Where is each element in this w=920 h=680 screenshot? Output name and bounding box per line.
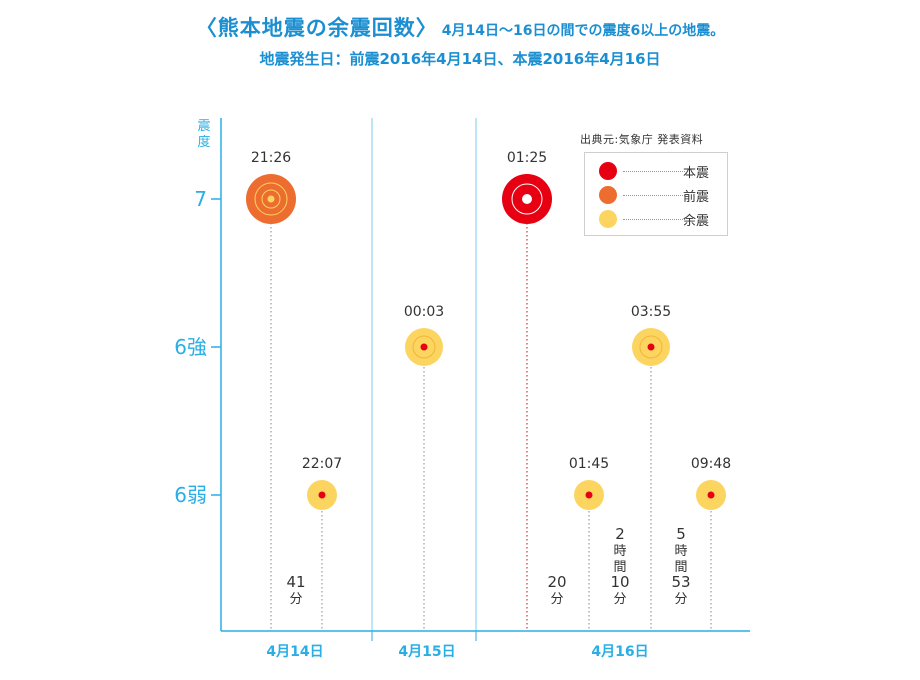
interval-label: 2 xyxy=(615,525,625,543)
legend-leader xyxy=(623,219,685,220)
event-time-label: 00:03 xyxy=(404,304,444,320)
interval-label: 間 xyxy=(613,560,626,575)
event-marker-center xyxy=(267,195,275,203)
legend-label: 本震 xyxy=(682,166,709,181)
event-marker-ring xyxy=(511,183,543,215)
legend-item-main-shock: 本震 xyxy=(599,160,723,181)
interval-label: 5 xyxy=(676,525,686,543)
interval-label: 分 xyxy=(613,592,626,607)
event-time-label: 01:25 xyxy=(507,150,547,166)
x-tick-label: 4月15日 xyxy=(398,644,455,660)
chart-title: 〈熊本地震の余震回数〉 xyxy=(195,16,438,40)
event-marker-center xyxy=(585,491,593,499)
legend-label: 前震 xyxy=(682,190,709,205)
event-marker-center xyxy=(318,491,326,499)
event-marker-ring xyxy=(254,182,288,216)
event-marker-ring xyxy=(412,335,436,359)
interval-label: 時 xyxy=(674,544,687,559)
interval-label: 分 xyxy=(674,592,687,607)
event-time-label: 01:45 xyxy=(569,456,609,472)
interval-label: 分 xyxy=(289,592,302,607)
legend: 本震 前震 余震 xyxy=(584,152,728,236)
title-row: 〈熊本地震の余震回数〉 4月14日〜16日の間での震度6以上の地震。 xyxy=(0,12,920,42)
legend-swatch-main-shock xyxy=(599,162,617,180)
legend-swatch-foreshock xyxy=(599,186,617,204)
event-time-label: 21:26 xyxy=(251,150,291,166)
event-time-label: 09:48 xyxy=(691,456,731,472)
y-tick-label: 6弱 xyxy=(174,483,207,507)
event-marker-center xyxy=(647,343,655,351)
interval-label: 20 xyxy=(547,573,566,591)
legend-leader xyxy=(623,195,685,196)
event-marker-center xyxy=(707,491,715,499)
chart-subtitle: 地震発生日：前震2016年4月14日、本震2016年4月16日 xyxy=(259,50,661,68)
legend-source: 出典元:気象庁 発表資料 xyxy=(580,133,704,146)
legend-item-aftershock: 余震 xyxy=(599,208,723,229)
event-marker-center xyxy=(420,343,428,351)
legend-label: 余震 xyxy=(682,214,709,229)
legend-item-foreshock: 前震 xyxy=(599,184,723,205)
chart-note: 4月14日〜16日の間での震度6以上の地震。 xyxy=(441,23,725,39)
interval-label: 41 xyxy=(286,573,305,591)
event-time-label: 22:07 xyxy=(302,456,342,472)
y-tick-label: 7 xyxy=(194,187,207,211)
interval-label: 53 xyxy=(671,573,690,591)
y-axis-label: 震 xyxy=(197,119,210,134)
y-axis-label: 度 xyxy=(197,134,210,150)
interval-label: 10 xyxy=(610,573,629,591)
event-time-label: 03:55 xyxy=(631,304,671,320)
x-tick-label: 4月16日 xyxy=(591,644,648,660)
x-tick-label: 4月14日 xyxy=(266,644,323,660)
event-marker-center xyxy=(522,194,532,204)
legend-swatch-aftershock xyxy=(599,210,617,228)
event-marker-ring xyxy=(261,189,281,209)
legend-leader xyxy=(623,171,685,172)
interval-label: 分 xyxy=(550,592,563,607)
interval-label: 時 xyxy=(613,544,626,559)
y-tick-label: 6強 xyxy=(174,335,207,359)
event-marker-ring xyxy=(639,335,663,359)
interval-label: 間 xyxy=(674,560,687,575)
